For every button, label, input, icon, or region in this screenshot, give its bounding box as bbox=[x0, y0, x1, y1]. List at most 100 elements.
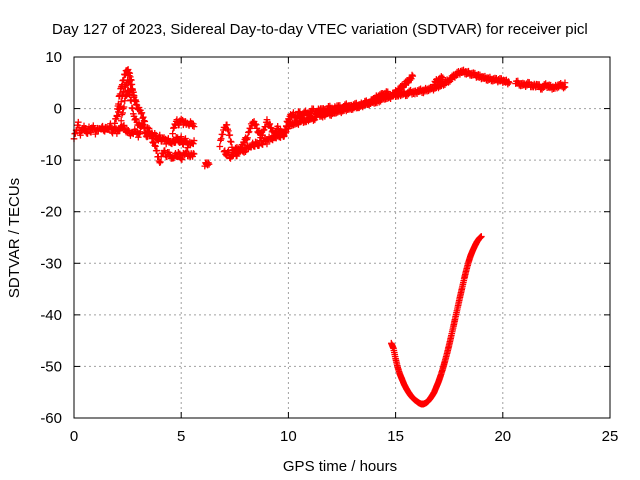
data-point bbox=[157, 158, 164, 166]
data-point bbox=[138, 109, 146, 117]
data-point bbox=[561, 79, 569, 87]
data-point bbox=[230, 151, 237, 159]
data-point bbox=[240, 149, 248, 156]
data-point bbox=[148, 129, 156, 136]
y-tick-label: -60 bbox=[40, 410, 62, 427]
data-point bbox=[225, 127, 232, 135]
data-point bbox=[478, 233, 485, 240]
data-point bbox=[205, 160, 213, 168]
data-point bbox=[409, 72, 417, 80]
tick-labels: 0 5 10 15 20 25 10 0 -10 -20 -30 -40 -50 -60 bbox=[40, 49, 618, 445]
data-point bbox=[255, 142, 263, 149]
data-point bbox=[77, 131, 84, 139]
data-point bbox=[132, 115, 139, 123]
data-point bbox=[225, 147, 232, 154]
data-point bbox=[75, 124, 83, 131]
data-point bbox=[125, 90, 133, 98]
data-point bbox=[190, 150, 198, 158]
data-point bbox=[226, 131, 234, 139]
data-point bbox=[408, 71, 416, 79]
data-point bbox=[244, 134, 251, 142]
data-point bbox=[126, 91, 134, 99]
y-tick-label: 0 bbox=[54, 101, 62, 118]
data-point bbox=[439, 74, 447, 81]
data-point bbox=[135, 133, 142, 141]
data-point bbox=[120, 88, 127, 96]
data-point bbox=[145, 125, 153, 132]
data-point bbox=[252, 120, 259, 128]
data-point bbox=[130, 94, 138, 101]
data-point bbox=[205, 159, 212, 167]
data-points bbox=[70, 66, 569, 408]
data-point bbox=[125, 87, 132, 94]
data-point bbox=[120, 122, 128, 129]
x-tick-label: 15 bbox=[387, 428, 404, 445]
data-point bbox=[126, 77, 134, 85]
data-point bbox=[127, 97, 135, 104]
data-point bbox=[282, 129, 289, 137]
data-point bbox=[505, 78, 512, 85]
data-point bbox=[153, 147, 161, 154]
data-point bbox=[89, 122, 97, 129]
data-point bbox=[277, 134, 284, 141]
data-point bbox=[129, 129, 136, 137]
x-tick-label: 0 bbox=[70, 428, 78, 445]
data-point bbox=[123, 125, 131, 133]
data-point bbox=[505, 79, 513, 87]
data-point bbox=[144, 124, 151, 131]
data-point bbox=[140, 121, 147, 128]
data-point bbox=[252, 121, 260, 129]
data-point bbox=[401, 81, 409, 89]
data-point bbox=[135, 129, 143, 137]
data-point bbox=[117, 98, 125, 106]
data-point bbox=[129, 105, 136, 112]
data-point bbox=[219, 131, 226, 138]
data-point bbox=[82, 124, 89, 132]
x-tick-label: 5 bbox=[177, 428, 185, 445]
data-point bbox=[217, 135, 225, 143]
x-tick-label: 20 bbox=[494, 428, 511, 445]
y-tick-label: -40 bbox=[40, 307, 62, 324]
data-point bbox=[240, 139, 248, 147]
data-point bbox=[114, 113, 121, 120]
data-point bbox=[132, 101, 140, 108]
data-point bbox=[138, 119, 146, 127]
data-point bbox=[292, 114, 300, 122]
data-point bbox=[128, 104, 136, 112]
series-sdtvar bbox=[70, 66, 569, 408]
data-point bbox=[227, 138, 235, 146]
data-point bbox=[127, 96, 134, 104]
y-tick-label: -50 bbox=[40, 358, 62, 375]
data-point bbox=[156, 159, 164, 167]
data-point bbox=[245, 128, 253, 136]
data-point bbox=[84, 130, 91, 137]
y-tick-label: -10 bbox=[40, 152, 62, 169]
data-point bbox=[227, 138, 234, 145]
data-point bbox=[137, 110, 145, 118]
data-point bbox=[280, 133, 288, 140]
data-point bbox=[267, 124, 274, 131]
data-point bbox=[165, 135, 172, 142]
data-point bbox=[216, 143, 224, 150]
x-axis-label: GPS time / hours bbox=[283, 458, 397, 475]
data-point bbox=[99, 122, 106, 130]
data-point bbox=[268, 136, 276, 143]
data-point bbox=[190, 123, 198, 130]
data-point bbox=[137, 128, 144, 136]
data-point bbox=[92, 130, 99, 138]
y-tick-label: 10 bbox=[45, 49, 62, 66]
data-point bbox=[174, 134, 181, 142]
data-point bbox=[182, 135, 189, 142]
data-point bbox=[122, 93, 129, 100]
data-point bbox=[190, 140, 197, 148]
data-point bbox=[223, 121, 231, 129]
data-point bbox=[369, 99, 377, 106]
data-point bbox=[156, 131, 164, 139]
data-point bbox=[162, 140, 170, 148]
data-point bbox=[242, 148, 249, 155]
data-point bbox=[177, 133, 185, 140]
data-point bbox=[127, 81, 134, 89]
data-point bbox=[438, 73, 445, 80]
y-tick-label: -20 bbox=[40, 204, 62, 221]
